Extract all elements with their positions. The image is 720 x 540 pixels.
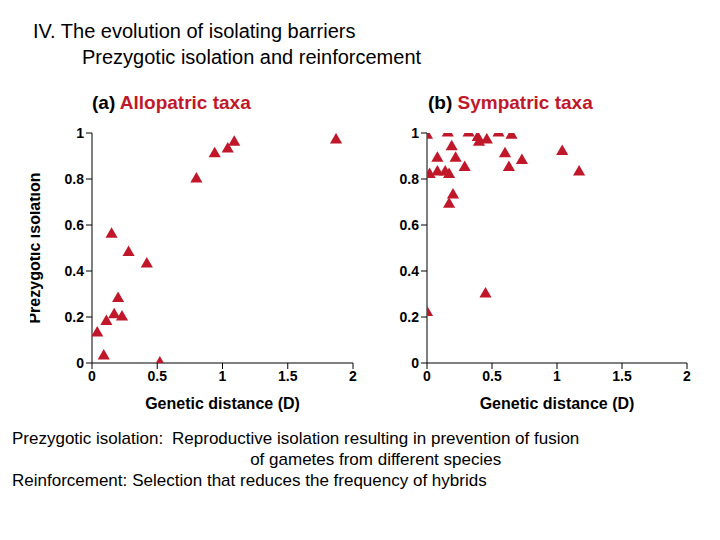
html-text:Prezygotic isolation:: Prezygotic isolation: [12,429,164,448]
svg-text:1: 1 [219,368,227,384]
html-text:IV. The evolution of isolating: IV. The evolution of isolating barriers [33,20,356,42]
svg-text:1: 1 [76,125,84,141]
svg-text:Prezygotic isolation: Prezygotic isolation [30,172,43,323]
svg-text:1.5: 1.5 [612,368,632,384]
svg-text:0.8: 0.8 [400,171,420,187]
svg-text:0.2: 0.2 [65,309,85,325]
svg-text:0.6: 0.6 [400,217,420,233]
svg-text:0.5: 0.5 [148,368,168,384]
svg-text:1: 1 [553,368,561,384]
svg-text:1: 1 [411,125,419,141]
svg-text:2: 2 [683,368,691,384]
svg-text:0.4: 0.4 [65,263,85,279]
html-text:Prezygotic isolation and reinf: Prezygotic isolation and reinforcement [82,46,422,68]
svg-text:0.5: 0.5 [482,368,502,384]
svg-text:0.4: 0.4 [400,263,420,279]
svg-text:0.2: 0.2 [400,309,420,325]
svg-text:0: 0 [88,368,96,384]
html-text:Reproductive isolation resulti: Reproductive isolation resulting in prev… [172,429,580,469]
svg-text:0.6: 0.6 [65,217,85,233]
svg-text:2: 2 [349,368,357,384]
html-text:Reinforcement: Selection that: Reinforcement: Selection that reduces th… [12,471,487,490]
html-text:(a) Allopatric taxa: (a) Allopatric taxa [92,92,251,113]
svg-text:Genetic distance (D): Genetic distance (D) [145,395,300,412]
svg-text:1.5: 1.5 [278,368,298,384]
svg-text:0.8: 0.8 [65,171,85,187]
html-text:(b) Sympatric taxa: (b) Sympatric taxa [428,92,593,113]
svg-text:Genetic distance (D): Genetic distance (D) [480,395,635,412]
svg-text:0: 0 [423,368,431,384]
svg-text:0: 0 [76,355,84,371]
svg-text:0: 0 [411,355,419,371]
